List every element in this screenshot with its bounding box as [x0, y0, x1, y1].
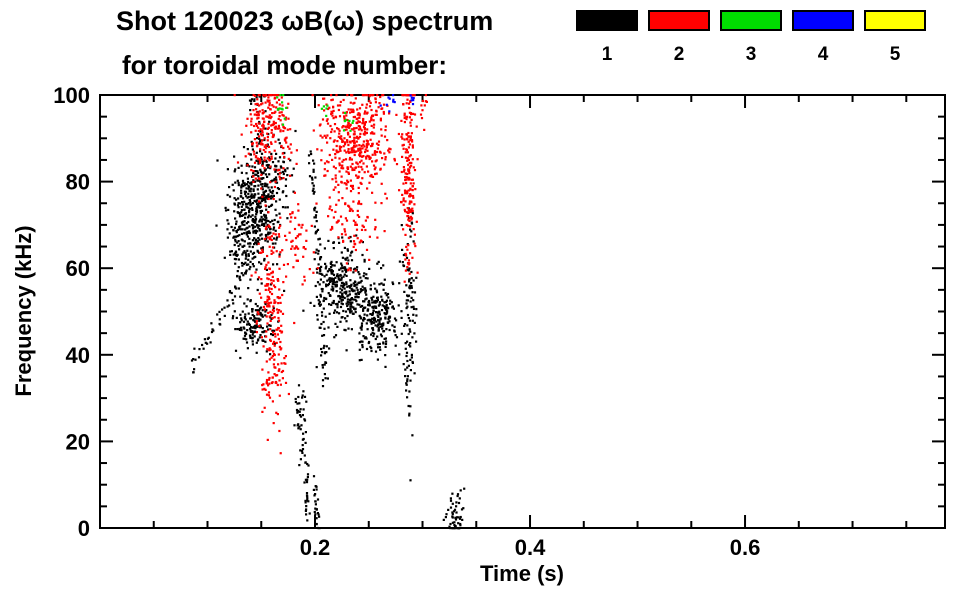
scatter-points-n=2	[233, 94, 428, 455]
legend-swatch-5	[864, 10, 926, 31]
legend-entry-1: 1	[576, 10, 638, 66]
y-tick-label: 0	[78, 516, 90, 541]
legend-swatch-4	[792, 10, 854, 31]
chart-title: Shot 120023 ωB(ω) spectrum	[116, 6, 494, 36]
legend-entry-3: 3	[720, 10, 782, 66]
legend: 1 2 3 4 5	[576, 10, 926, 66]
legend-entry-label: 2	[673, 44, 685, 65]
legend-entry-2: 2	[648, 10, 710, 66]
scatter-points-n=4	[379, 94, 415, 113]
plot-frame	[99, 94, 946, 529]
legend-entry-label: 4	[817, 44, 829, 65]
legend-entry-4: 4	[792, 10, 854, 66]
legend-entry-5: 5	[864, 10, 926, 66]
legend-swatch-2	[648, 10, 710, 31]
legend-swatch-1	[576, 10, 638, 31]
x-axis-title: Time (s)	[480, 561, 564, 586]
legend-entry-label: 5	[889, 44, 901, 65]
legend-entry-label: 1	[601, 44, 613, 65]
y-tick-label: 60	[66, 256, 90, 281]
y-tick-label: 20	[66, 429, 90, 454]
tick-labels: 0.2 0.4 0.6 0 20 40 60 80 100	[53, 83, 760, 560]
y-tick-label: 40	[66, 343, 90, 368]
x-tick-label: 0.4	[515, 535, 546, 560]
y-tick-label: 80	[66, 170, 90, 195]
scatter-points-n=1	[190, 94, 466, 530]
legend-entry-label: 3	[745, 44, 757, 65]
axis-ticks	[100, 94, 945, 529]
x-tick-label: 0.6	[730, 535, 761, 560]
y-tick-label: 100	[53, 83, 90, 108]
x-tick-label: 0.2	[300, 535, 331, 560]
scatter-points-n=3	[276, 94, 355, 132]
chart-subtitle: for toroidal mode number:	[122, 50, 447, 80]
legend-swatch-3	[720, 10, 782, 31]
